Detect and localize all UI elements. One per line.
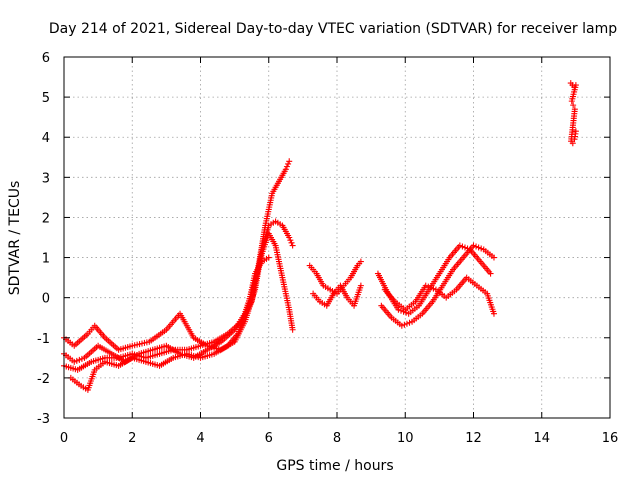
data-point xyxy=(289,326,296,333)
y-tick-label: 4 xyxy=(42,131,50,146)
data-point xyxy=(403,309,410,316)
x-tick-label: 10 xyxy=(397,431,414,446)
data-point xyxy=(285,160,292,167)
data-point xyxy=(568,98,575,105)
data-point xyxy=(286,234,293,241)
x-tick-label: 0 xyxy=(60,431,68,446)
y-tick-label: 6 xyxy=(42,51,50,66)
x-tick-label: 8 xyxy=(333,431,341,446)
data-point xyxy=(490,310,497,317)
data-point xyxy=(422,282,429,289)
x-tick-label: 4 xyxy=(196,431,204,446)
data-point xyxy=(401,321,408,328)
y-tick-label: -1 xyxy=(37,332,50,347)
y-axis-label: SDTVAR / TECUs xyxy=(7,181,23,296)
y-tick-label: 3 xyxy=(42,171,50,186)
data-point xyxy=(490,254,497,261)
data-point xyxy=(470,242,477,249)
series-track-4 xyxy=(67,254,272,393)
x-tick-label: 16 xyxy=(602,431,619,446)
y-tick-label: 0 xyxy=(42,292,50,307)
data-point xyxy=(403,320,410,327)
data-point xyxy=(76,356,83,363)
data-point xyxy=(473,243,480,250)
data-point xyxy=(569,140,576,147)
data-point xyxy=(456,242,463,249)
data-point xyxy=(427,284,434,291)
x-axis-label: GPS time / hours xyxy=(276,458,393,474)
data-point xyxy=(459,243,466,250)
data-point xyxy=(572,128,579,135)
data-point xyxy=(487,270,494,277)
data-point xyxy=(398,322,405,329)
series-track-8 xyxy=(378,242,497,329)
x-tick-label: 14 xyxy=(533,431,550,446)
data-point xyxy=(395,306,402,313)
data-point xyxy=(287,237,294,244)
series-track-7 xyxy=(374,242,494,317)
data-point xyxy=(265,254,272,261)
data-point xyxy=(475,244,482,251)
data-points xyxy=(61,80,579,393)
data-point xyxy=(282,166,289,173)
data-point xyxy=(430,285,437,292)
series-track-9 xyxy=(381,274,497,317)
chart-title: Day 214 of 2021, Sidereal Day-to-day VTE… xyxy=(49,21,617,37)
data-point xyxy=(478,245,485,252)
data-point xyxy=(289,242,296,249)
y-tick-label: -3 xyxy=(37,412,50,427)
x-tick-label: 12 xyxy=(465,431,482,446)
data-point xyxy=(357,258,364,265)
data-point xyxy=(71,358,78,365)
data-point xyxy=(357,282,364,289)
data-point xyxy=(570,102,577,109)
data-point xyxy=(78,355,85,362)
data-point xyxy=(73,357,80,364)
data-point xyxy=(288,239,295,246)
series-track-10 xyxy=(567,80,579,147)
x-tick-label: 2 xyxy=(128,431,136,446)
data-point xyxy=(461,244,468,251)
x-tick-label: 6 xyxy=(265,431,273,446)
series-track-6 xyxy=(310,282,364,309)
y-tick-label: 5 xyxy=(42,91,50,106)
y-tick-label: -2 xyxy=(37,372,50,387)
data-point xyxy=(406,319,413,326)
y-tick-label: 2 xyxy=(42,211,50,226)
y-tick-label: 1 xyxy=(42,252,50,267)
data-point xyxy=(283,163,290,170)
data-point xyxy=(425,283,432,290)
data-point xyxy=(286,158,293,165)
